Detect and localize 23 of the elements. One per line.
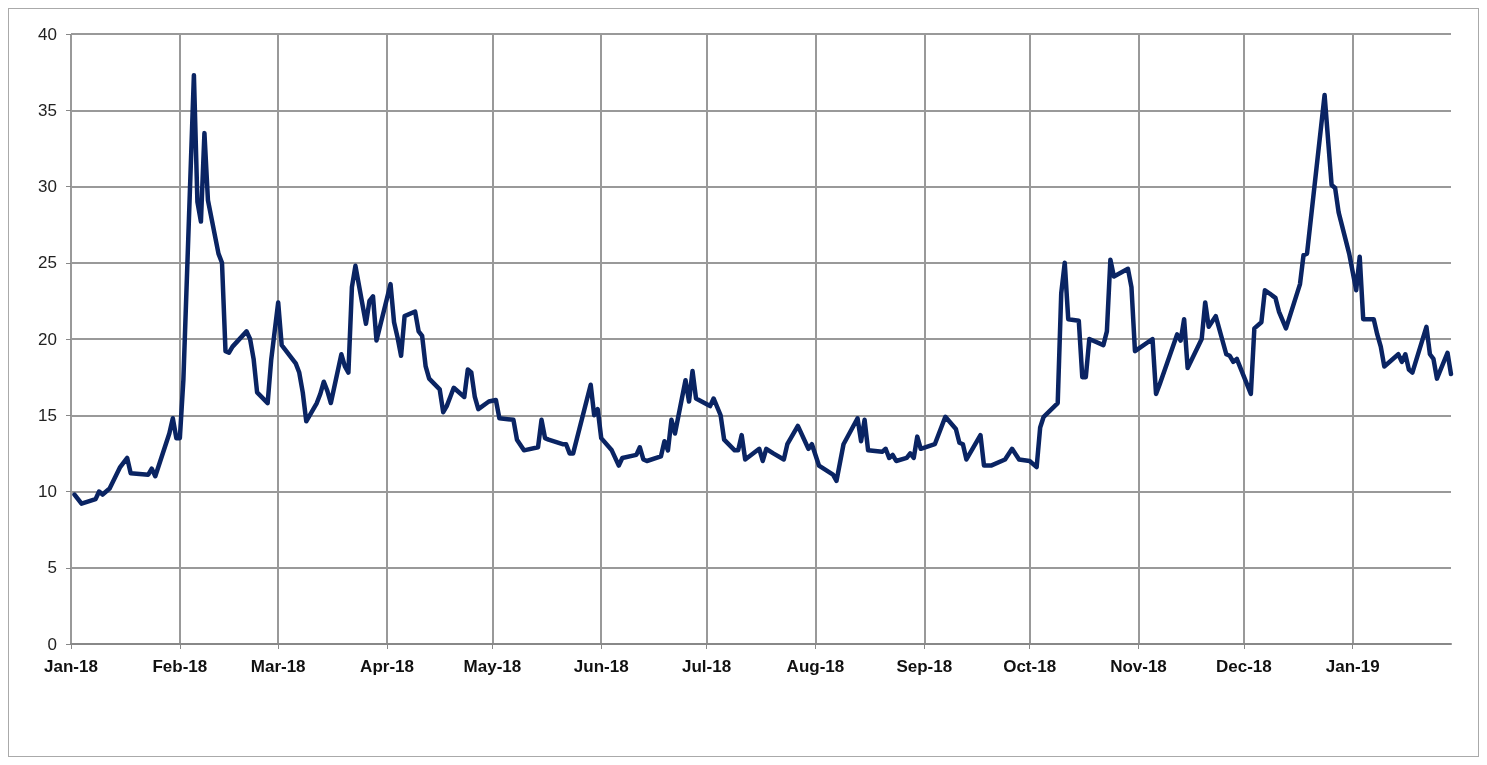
line-series xyxy=(72,72,1454,506)
y-tick-label: 30 xyxy=(38,177,57,196)
x-tick-label: Jul-18 xyxy=(682,657,732,676)
y-tick-label: 0 xyxy=(47,634,57,654)
y-tick-label: 40 xyxy=(38,24,57,44)
y-tick-label: 10 xyxy=(38,482,57,501)
x-tick-label: Jan-18 xyxy=(44,657,98,676)
y-tick-label: 20 xyxy=(38,329,57,349)
x-tick-label: Feb-18 xyxy=(152,657,208,676)
x-tick-label: Sep-18 xyxy=(896,657,953,676)
x-tick-label: Oct-18 xyxy=(1003,657,1057,676)
y-tick-label: 25 xyxy=(38,253,57,273)
y-tick-label: 35 xyxy=(38,100,57,120)
x-tick-label: Jun-18 xyxy=(573,657,629,676)
y-tick-label: 5 xyxy=(47,558,57,578)
x-tick-label: Nov-18 xyxy=(1110,657,1167,676)
x-tick-label: Apr-18 xyxy=(360,657,414,676)
x-tick-label: Jan-19 xyxy=(1325,657,1380,676)
x-tick-label: Mar-18 xyxy=(250,657,306,676)
x-tick-label: Dec-18 xyxy=(1215,657,1272,676)
x-tick-label: Aug-18 xyxy=(786,657,845,676)
y-tick-label: 15 xyxy=(38,405,57,425)
x-tick-label: May-18 xyxy=(463,657,522,676)
